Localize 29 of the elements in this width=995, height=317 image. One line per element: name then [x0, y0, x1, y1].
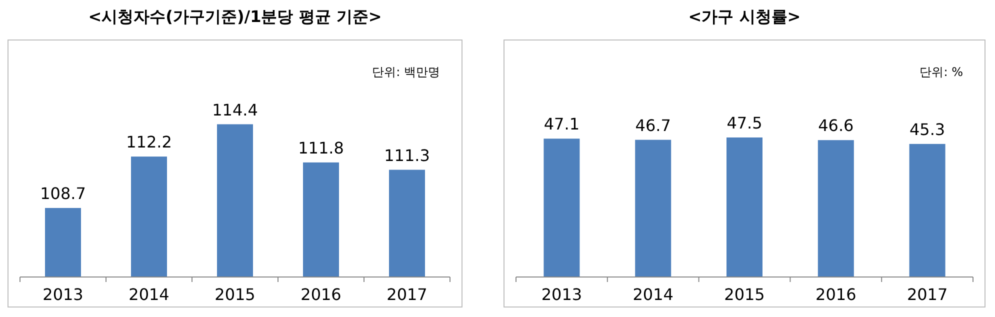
x-tick-label: 2017 — [386, 285, 428, 304]
data-label: 112.2 — [126, 132, 172, 152]
x-tick-label: 2016 — [816, 285, 856, 304]
bar — [544, 138, 580, 277]
data-label: 114.4 — [212, 100, 258, 120]
x-tick-label: 2014 — [128, 285, 170, 304]
x-tick-label: 2016 — [300, 285, 342, 304]
data-label: 46.6 — [818, 116, 854, 136]
data-label: 46.7 — [635, 116, 671, 135]
x-tick-label: 2015 — [724, 285, 765, 304]
data-label: 111.3 — [384, 146, 430, 165]
bar — [635, 140, 672, 277]
data-label: 47.5 — [726, 113, 762, 132]
bar — [818, 140, 854, 277]
chart-title: <시청자수(가구기준)/1분당 평균 기준> — [88, 7, 382, 26]
x-tick-label: 2017 — [906, 285, 948, 304]
x-tick-label: 2013 — [42, 285, 84, 304]
x-tick-label: 2015 — [214, 285, 256, 304]
bar — [909, 144, 946, 277]
annotation: 단위: % — [920, 65, 963, 79]
x-tick-label: 2013 — [541, 285, 582, 304]
x-tick-label: 2014 — [632, 285, 674, 304]
bar — [726, 137, 762, 277]
data-label: 108.7 — [40, 184, 86, 203]
annotation: 단위: 백만명 — [372, 65, 440, 79]
data-label: 47.1 — [544, 114, 580, 134]
data-label: 111.8 — [298, 138, 344, 158]
chart-title: <가구 시청률> — [688, 7, 801, 26]
data-label: 45.3 — [909, 120, 946, 139]
